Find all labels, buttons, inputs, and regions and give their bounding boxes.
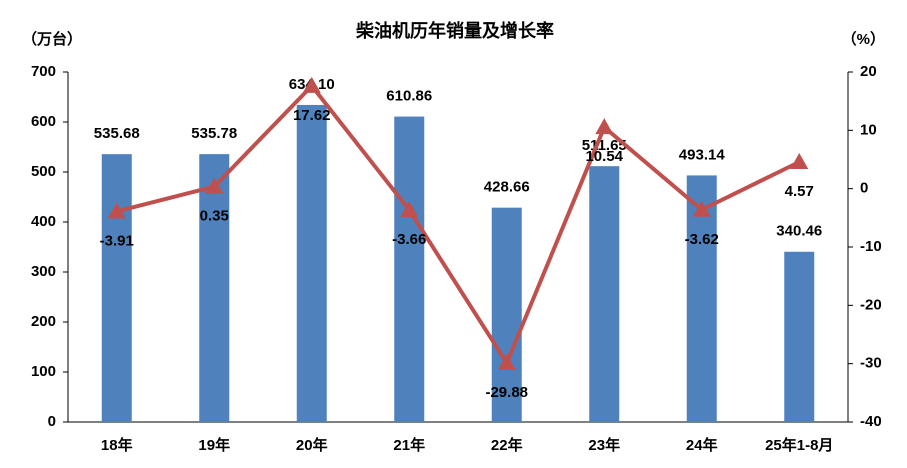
line-value-label: -3.91 — [100, 232, 134, 249]
line-marker — [790, 153, 809, 170]
bar — [589, 166, 620, 422]
chart-title: 柴油机历年销量及增长率 — [355, 20, 554, 41]
line-marker — [107, 202, 126, 219]
y2-tick-label: -10 — [860, 238, 882, 255]
line-marker — [302, 76, 321, 93]
y2-axis-label: （%） — [842, 30, 885, 48]
y-tick-label: 700 — [31, 63, 56, 80]
x-tick-label: 22年 — [491, 436, 523, 454]
line-value-label: 4.57 — [785, 183, 814, 200]
line-marker — [497, 353, 516, 370]
x-tick-label: 18年 — [101, 436, 133, 454]
y-tick-label: 300 — [31, 263, 56, 280]
line-value-label: 10.54 — [585, 148, 623, 165]
line-value-label: 17.62 — [293, 107, 331, 124]
bar-value-label: 535.68 — [94, 125, 140, 142]
line-marker — [205, 177, 224, 194]
bar-value-label: 610.86 — [386, 88, 432, 105]
line-value-label: 0.35 — [200, 208, 229, 225]
x-tick-label: 24年 — [686, 436, 718, 454]
y-axis-label: （万台） — [22, 30, 82, 48]
y-tick-label: 200 — [31, 313, 56, 330]
y-tick-label: 500 — [31, 163, 56, 180]
line-value-label: -29.88 — [485, 384, 528, 401]
x-tick-label: 21年 — [393, 436, 425, 454]
y2-tick-label: 0 — [860, 180, 868, 197]
y2-tick-label: -20 — [860, 296, 882, 313]
y2-tick-label: 10 — [860, 121, 877, 138]
bar-value-label: 535.78 — [191, 125, 237, 142]
line-value-label: -3.62 — [685, 231, 719, 248]
y-tick-label: 0 — [48, 413, 56, 430]
x-tick-label: 19年 — [198, 436, 230, 454]
line-value-label: -3.66 — [392, 231, 426, 248]
bar — [491, 207, 522, 422]
bar — [784, 251, 815, 422]
bar-value-label: 428.66 — [484, 179, 530, 196]
line-marker — [595, 118, 614, 135]
line-marker — [400, 201, 419, 218]
bar-value-label: 340.46 — [776, 223, 822, 240]
bar — [394, 116, 425, 422]
y-tick-label: 400 — [31, 213, 56, 230]
y2-tick-label: -40 — [860, 413, 882, 430]
x-tick-label: 25年1-8月 — [765, 436, 833, 454]
bar — [101, 154, 132, 422]
y2-tick-label: -30 — [860, 355, 882, 372]
x-tick-label: 20年 — [296, 436, 328, 454]
y2-tick-label: 20 — [860, 63, 877, 80]
y-tick-label: 100 — [31, 363, 56, 380]
y-tick-label: 600 — [31, 113, 56, 130]
bar — [296, 104, 327, 422]
x-tick-label: 23年 — [588, 436, 620, 454]
bar-value-label: 493.14 — [679, 146, 726, 163]
line-marker — [692, 200, 711, 217]
bar — [199, 154, 230, 423]
line — [116, 82, 801, 368]
